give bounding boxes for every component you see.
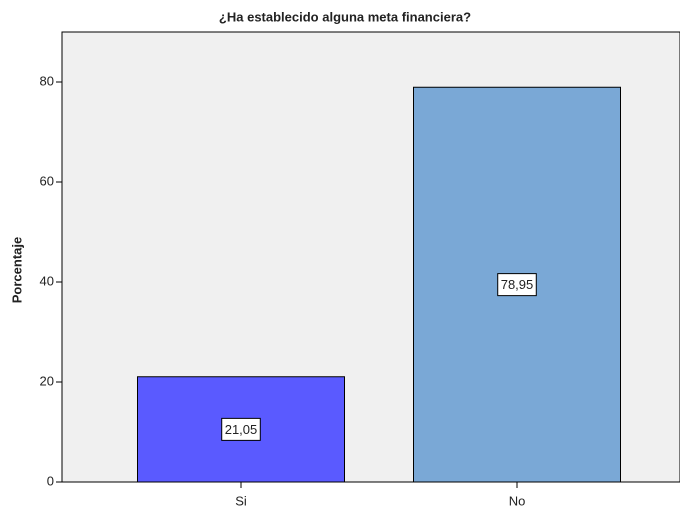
x-tick-label: Si [235,493,247,508]
y-tick-label: 0 [47,473,54,488]
y-tick-label: 20 [40,373,54,388]
y-tick-label: 80 [40,73,54,88]
value-label-box [221,417,261,441]
chart-title: ¿Ha establecido alguna meta financiera? [219,9,471,24]
value-label: 78,95 [501,277,534,292]
x-tick-label: No [509,493,526,508]
y-tick-label: 40 [40,273,54,288]
value-label-box [497,273,537,297]
value-label: 21,05 [225,422,258,437]
y-tick-label: 60 [40,173,54,188]
y-axis-title: Porcentaje [9,237,24,303]
